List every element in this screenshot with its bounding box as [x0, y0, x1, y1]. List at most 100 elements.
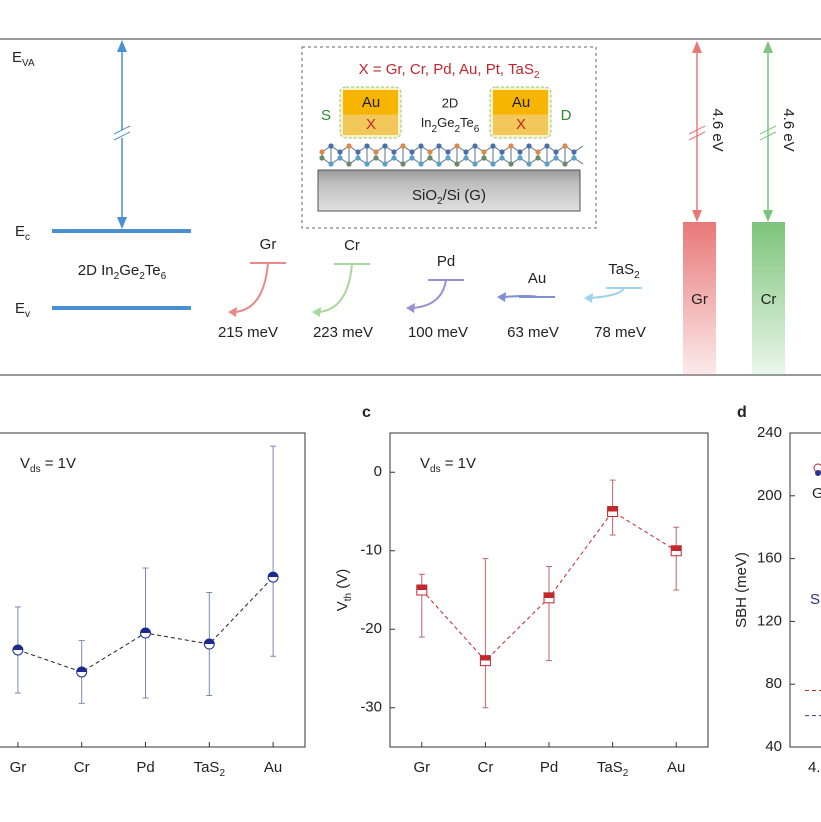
- text-part: th: [343, 593, 354, 601]
- atom: [562, 143, 568, 149]
- text-part: (V): [334, 569, 351, 593]
- y-tick-label: 200: [757, 487, 782, 504]
- atom: [337, 149, 343, 155]
- atom: [517, 149, 523, 155]
- axis-break: [759, 131, 777, 141]
- atom: [445, 149, 451, 155]
- atom: [445, 155, 451, 161]
- arrow-head: [312, 307, 321, 317]
- marker: [203, 638, 215, 650]
- text-part: Pd: [136, 759, 154, 776]
- atom: [535, 155, 541, 161]
- atom: [382, 143, 388, 149]
- x-tick-label: Au: [264, 759, 282, 776]
- text-part: Cr: [344, 237, 360, 254]
- text-part: E: [12, 49, 22, 66]
- sbh-label: 63 meV: [507, 324, 559, 341]
- text-part: V: [20, 455, 30, 472]
- text-part: V: [334, 601, 351, 611]
- axis-break: [113, 125, 131, 135]
- atom: [373, 155, 379, 161]
- x-tick-label: Gr: [413, 759, 430, 776]
- gap-label: 4.6 eV: [709, 108, 726, 151]
- arrow-head: [228, 307, 237, 317]
- atom: [517, 155, 523, 161]
- annotation: Vds = 1V: [20, 455, 76, 475]
- text-part: In: [421, 115, 432, 130]
- sbh-label: 100 meV: [408, 324, 468, 341]
- y-axis-label: SBH (meV): [733, 552, 750, 628]
- y-tick-label: 0: [374, 463, 382, 480]
- text-part: ds: [430, 464, 441, 475]
- text-part: 6: [474, 124, 480, 135]
- x-tick-label: 4.: [808, 759, 821, 776]
- atom: [319, 149, 325, 155]
- barrier-arrow: [589, 287, 625, 299]
- text-part: 2: [437, 196, 443, 207]
- arrow-head: [117, 217, 127, 229]
- atom: [427, 149, 433, 155]
- y-tick-label: 120: [757, 612, 782, 629]
- y-tick-label: 240: [757, 424, 782, 441]
- electrode-top: Au: [512, 94, 530, 111]
- material-label: 2D In2Ge2Te6: [78, 262, 167, 282]
- ev-label: Ev: [15, 300, 30, 320]
- atom: [418, 143, 424, 149]
- atom: [373, 149, 379, 155]
- text-part: Au: [264, 759, 282, 776]
- atom: [364, 143, 370, 149]
- text-part: Gr: [413, 759, 430, 776]
- atom: [526, 161, 532, 167]
- text-part: Au: [528, 270, 546, 287]
- atom: [400, 161, 406, 167]
- arrow-head: [406, 303, 415, 313]
- text-part: E: [15, 223, 25, 240]
- metal-label: Gr: [260, 236, 277, 253]
- text-part: Cr: [74, 759, 90, 776]
- text-part: 2: [139, 271, 145, 282]
- metal-label: Pd: [437, 253, 455, 270]
- x-tick-label: Au: [667, 759, 685, 776]
- sbh-label: 78 meV: [594, 324, 646, 341]
- y-tick-label: -10: [360, 542, 382, 559]
- vacuum-label: EVA: [12, 49, 35, 69]
- text-part: TaS: [597, 759, 623, 776]
- marker: [140, 627, 151, 639]
- atom: [571, 155, 577, 161]
- marker: [479, 655, 491, 667]
- substrate-label: SiO2/Si (G): [412, 187, 486, 207]
- text-part: Au: [667, 759, 685, 776]
- atom: [463, 155, 469, 161]
- atom: [535, 149, 541, 155]
- electrode-bottom: X: [516, 116, 526, 133]
- atom: [436, 161, 442, 167]
- atom: [463, 149, 469, 155]
- axis-break: [688, 131, 706, 141]
- work-function-bar: [683, 222, 716, 375]
- marker: [12, 644, 24, 656]
- x-tick-label: Pd: [540, 759, 558, 776]
- gap-label: 4.6 eV: [780, 108, 797, 151]
- text-part: 2: [219, 768, 225, 779]
- atom: [499, 155, 505, 161]
- text-part: ds: [30, 464, 41, 475]
- atom: [355, 155, 361, 161]
- barrier-arrow: [233, 262, 269, 313]
- panel-label: d: [737, 404, 747, 421]
- channel-top: 2D: [442, 95, 459, 110]
- y-axis-label: Vth (V): [334, 569, 354, 612]
- inset-title: X = Gr, Cr, Pd, Au, Pt, TaS2: [359, 61, 540, 81]
- drain-label: D: [561, 107, 572, 124]
- atom: [346, 143, 352, 149]
- atom: [319, 155, 325, 161]
- text-part: Ge: [437, 115, 454, 130]
- arrow-head: [763, 210, 773, 222]
- atom: [346, 161, 352, 167]
- text-part: Gr: [260, 236, 277, 253]
- atom: [328, 143, 334, 149]
- source-label: S: [321, 107, 331, 124]
- y-tick-label: -20: [360, 620, 382, 637]
- arrow-head: [497, 292, 506, 302]
- text-part: Ge: [119, 262, 139, 279]
- metal-label: TaS2: [608, 261, 640, 281]
